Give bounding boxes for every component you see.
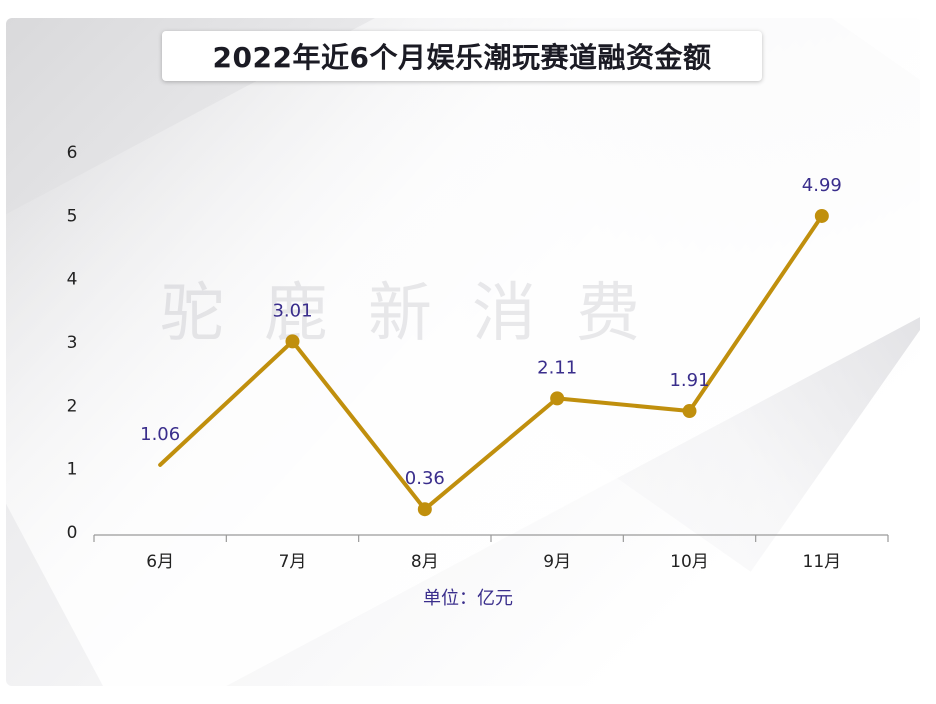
data-label: 4.99 (802, 175, 842, 196)
chart-title: 2022年近6个月娱乐潮玩赛道融资金额 (162, 31, 762, 81)
data-point (550, 391, 565, 406)
y-tick-label: 6 (67, 143, 78, 163)
y-tick-label: 0 (67, 523, 78, 543)
data-label: 3.01 (272, 300, 312, 321)
data-point (682, 404, 697, 419)
data-label: 1.06 (140, 424, 180, 445)
x-tick-label: 6月 (146, 552, 174, 572)
y-tick-label: 2 (67, 396, 78, 416)
unit-label: 单位：亿元 (423, 588, 513, 609)
y-tick-label: 3 (67, 333, 78, 353)
y-tick-label: 1 (67, 460, 78, 480)
y-tick-label: 5 (67, 206, 78, 226)
x-tick-label: 9月 (543, 552, 571, 572)
data-labels: 1.06 3.01 0.36 2.11 1.91 4.99 (140, 175, 842, 489)
data-point (417, 502, 432, 517)
watermark: 驼鹿新消费 (160, 277, 680, 351)
chart-background (6, 18, 920, 686)
data-point (285, 334, 300, 349)
data-label: 2.11 (537, 357, 577, 378)
data-points (285, 208, 829, 517)
y-axis-ticks: 0 1 2 3 4 5 6 (67, 143, 78, 543)
x-tick-label: 10月 (670, 552, 709, 572)
data-label: 0.36 (405, 468, 445, 489)
data-label: 1.91 (669, 370, 709, 391)
x-tick-label: 11月 (803, 552, 842, 572)
series-line (158, 213, 824, 512)
y-tick-label: 4 (67, 270, 78, 290)
data-point (814, 208, 829, 223)
x-tick-label: 8月 (411, 552, 439, 572)
x-tick-label: 7月 (279, 552, 307, 572)
x-axis-ticks: 6月 7月 8月 9月 10月 11月 (93, 535, 889, 572)
